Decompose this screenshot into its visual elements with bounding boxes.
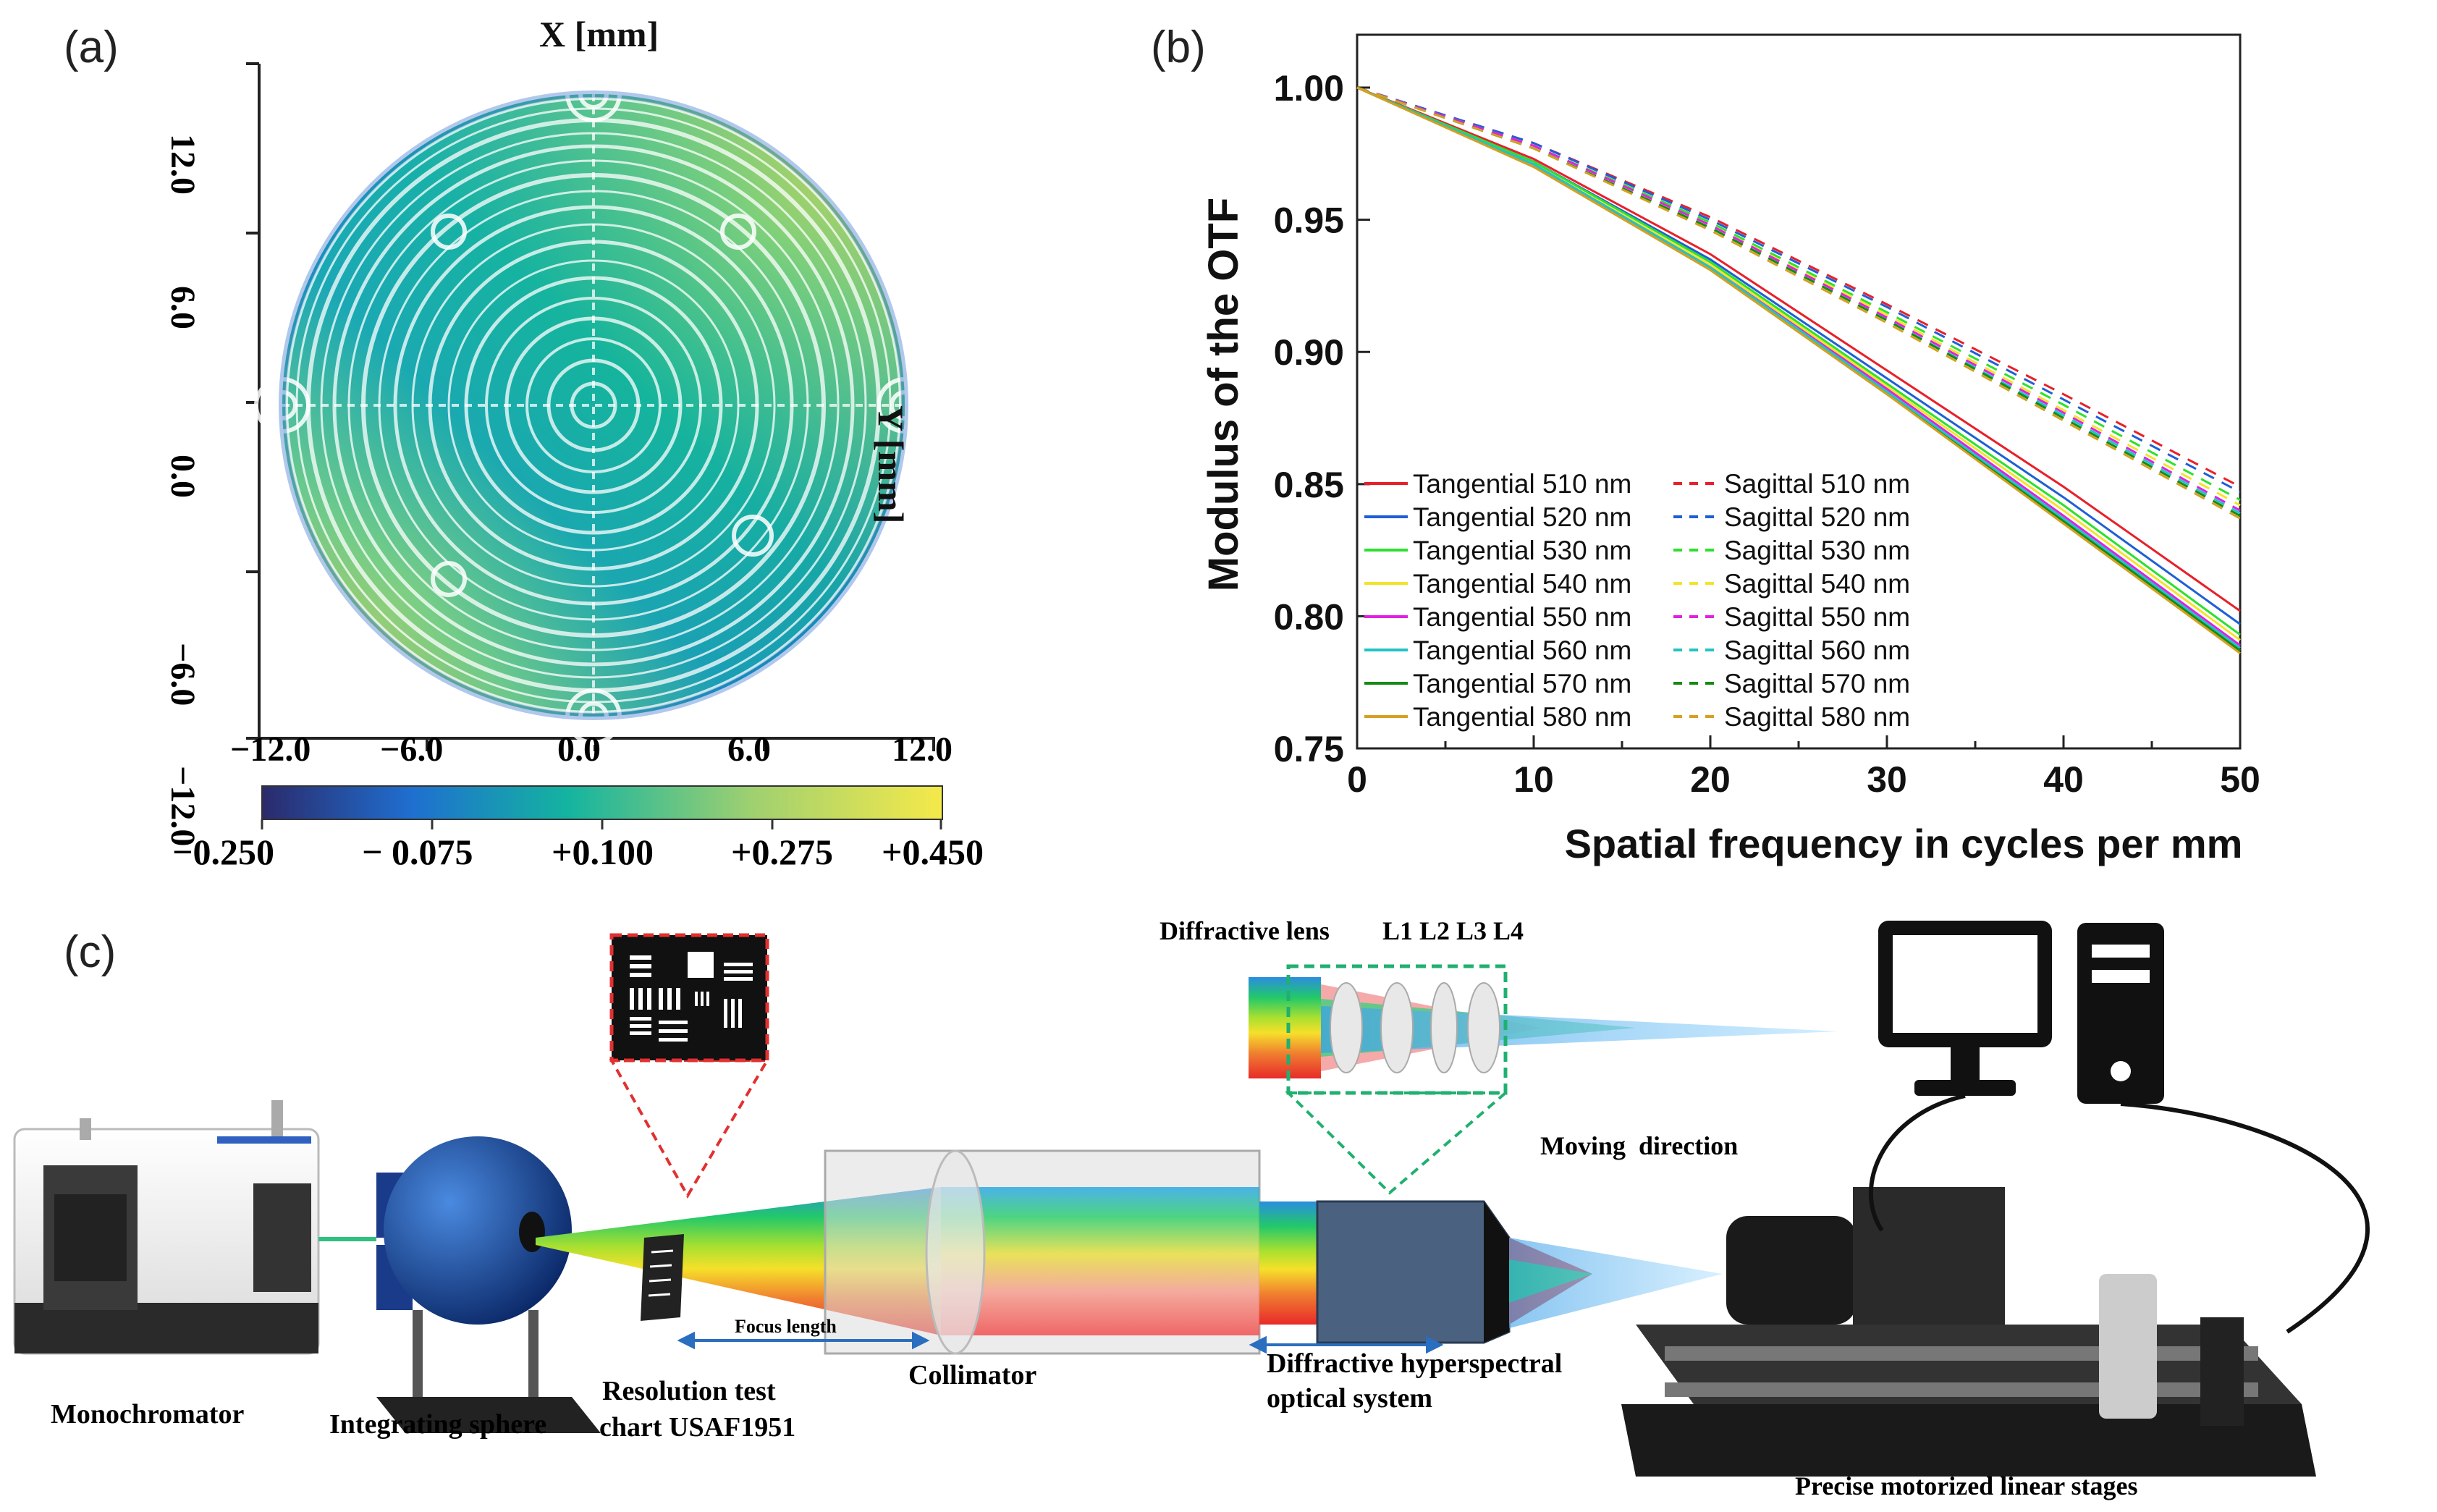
legend-entry: Tangential 510 nm bbox=[1413, 469, 1631, 499]
chart-zoom-lines bbox=[609, 1059, 770, 1199]
system-arrow bbox=[1249, 1335, 1444, 1354]
legend-entry: Tangential 570 nm bbox=[1413, 669, 1631, 698]
legend-entry: Sagittal 540 nm bbox=[1724, 569, 1910, 599]
legend-entry: Sagittal 530 nm bbox=[1724, 536, 1910, 565]
diffractive-lens-inset bbox=[1249, 964, 1838, 1095]
y-tick-label: 0.95 bbox=[1274, 200, 1344, 241]
series-line bbox=[1356, 86, 2241, 517]
series-line bbox=[1356, 86, 2241, 515]
y-tick-6: 6.0 bbox=[164, 286, 202, 329]
optical-system-device bbox=[1316, 1200, 1723, 1344]
label-moving-direction: Moving direction bbox=[1540, 1131, 1739, 1160]
label-monochromator: Monochromator bbox=[51, 1399, 245, 1429]
x-tick-label: 40 bbox=[2043, 759, 2084, 800]
label-system-line2: optical system bbox=[1267, 1383, 1433, 1414]
series-line bbox=[1356, 86, 2241, 652]
x-tick-neg6: −6.0 bbox=[380, 730, 444, 769]
x-tick-label: 20 bbox=[1690, 759, 1731, 800]
label-focus-length: Focus length bbox=[735, 1316, 837, 1337]
panel-label-a: (a) bbox=[64, 22, 119, 72]
beam-to-system bbox=[1259, 1201, 1317, 1325]
x-tick-label: 10 bbox=[1513, 759, 1554, 800]
legend-entry: Sagittal 510 nm bbox=[1724, 469, 1910, 499]
panel-a-figure bbox=[246, 62, 943, 829]
series-line bbox=[1356, 86, 2241, 654]
label-stages: Precise motorized linear stages bbox=[1795, 1471, 2138, 1500]
x-tick-6: 6.0 bbox=[727, 730, 771, 769]
y-tick-label: 0.85 bbox=[1274, 465, 1344, 505]
label-lens-group: L1 L2 L3 L4 bbox=[1382, 916, 1524, 945]
x-tick-0: 0.0 bbox=[557, 730, 601, 769]
wavefront-disk bbox=[254, 66, 933, 745]
x-tick-label: 30 bbox=[1867, 759, 1907, 800]
y-tick-label: 0.75 bbox=[1274, 729, 1344, 769]
legend-entry: Sagittal 570 nm bbox=[1724, 669, 1910, 698]
computer-icon bbox=[1878, 921, 2164, 1104]
legend-entry: Sagittal 560 nm bbox=[1724, 635, 1910, 665]
legend-entry: Sagittal 520 nm bbox=[1724, 502, 1910, 532]
otf-chart: 0 10 20 30 40 50 1.00 0.95 0.90 0.85 0.80 0.75 Tang… bbox=[1200, 33, 2260, 866]
series-line bbox=[1356, 86, 2241, 636]
label-collimator: Collimator bbox=[908, 1360, 1037, 1390]
x-tick-neg12: −12.0 bbox=[230, 730, 311, 769]
legend-entry: Tangential 580 nm bbox=[1413, 702, 1631, 732]
y-tick-label: 0.80 bbox=[1274, 596, 1344, 637]
legend-entry: Tangential 560 nm bbox=[1413, 635, 1631, 665]
label-diffractive-lens: Diffractive lens bbox=[1160, 916, 1330, 945]
y-tick-12: 12.0 bbox=[164, 134, 202, 195]
panel-a-y-title: Y [mm] bbox=[871, 405, 911, 524]
series-line bbox=[1356, 86, 2241, 507]
series-line bbox=[1356, 86, 2241, 612]
colorbar-label-3: +0.275 bbox=[731, 832, 833, 872]
otf-y-axis-label: Modulus of the OTF bbox=[1200, 198, 1247, 591]
legend-entry: Sagittal 580 nm bbox=[1724, 702, 1910, 732]
legend-entry: Tangential 520 nm bbox=[1413, 502, 1631, 532]
legend-entry: Tangential 550 nm bbox=[1413, 602, 1631, 632]
series-line bbox=[1356, 86, 2241, 488]
series-line bbox=[1356, 86, 2241, 494]
collimator-device bbox=[824, 1149, 1261, 1355]
series-line bbox=[1356, 86, 2241, 502]
x-tick-12: 12.0 bbox=[892, 730, 953, 769]
label-integrating-sphere: Integrating sphere bbox=[329, 1409, 547, 1440]
label-system-line1: Diffractive hyperspectral bbox=[1267, 1348, 1563, 1379]
monochromator-device bbox=[13, 1100, 320, 1355]
y-tick-label: 1.00 bbox=[1274, 68, 1344, 109]
panel-label-b: (b) bbox=[1151, 22, 1206, 72]
motorized-stage-device bbox=[1621, 1187, 2316, 1477]
y-tick-label: 0.90 bbox=[1274, 332, 1344, 373]
experimental-setup bbox=[13, 921, 2370, 1477]
label-chart-line1: Resolution test bbox=[602, 1376, 776, 1406]
legend-entry: Sagittal 550 nm bbox=[1724, 602, 1910, 632]
computer-cable bbox=[1869, 1094, 2370, 1334]
usaf-chart-pattern bbox=[630, 952, 753, 1042]
resolution-chart bbox=[641, 1234, 684, 1321]
panel-label-c: (c) bbox=[64, 927, 117, 977]
focus-length-arrow bbox=[677, 1331, 930, 1350]
integrating-sphere-device bbox=[376, 1136, 601, 1433]
colorbar-label-0: −0.250 bbox=[172, 832, 274, 872]
colorbar-label-2: +0.100 bbox=[552, 832, 654, 872]
y-tick-0: 0.0 bbox=[164, 455, 202, 498]
series-line bbox=[1356, 86, 2241, 520]
colorbar bbox=[261, 785, 943, 820]
x-tick-label: 0 bbox=[1347, 759, 1367, 800]
label-chart-line2: chart USAF1951 bbox=[599, 1412, 796, 1443]
series-line bbox=[1356, 86, 2241, 512]
colorbar-ticks bbox=[261, 819, 942, 829]
legend-entry: Tangential 540 nm bbox=[1413, 569, 1631, 599]
lens-zoom-lines bbox=[1285, 1091, 1510, 1195]
series-line bbox=[1356, 86, 2241, 649]
legend-entry: Tangential 530 nm bbox=[1413, 536, 1631, 565]
colorbar-label-4: +0.450 bbox=[882, 832, 984, 872]
colorbar-label-1: − 0.075 bbox=[362, 832, 473, 872]
otf-x-axis-label: Spatial frequency in cycles per mm bbox=[1565, 821, 2243, 866]
x-tick-label: 50 bbox=[2220, 759, 2260, 800]
panel-a-x-title: X [mm] bbox=[539, 14, 659, 54]
